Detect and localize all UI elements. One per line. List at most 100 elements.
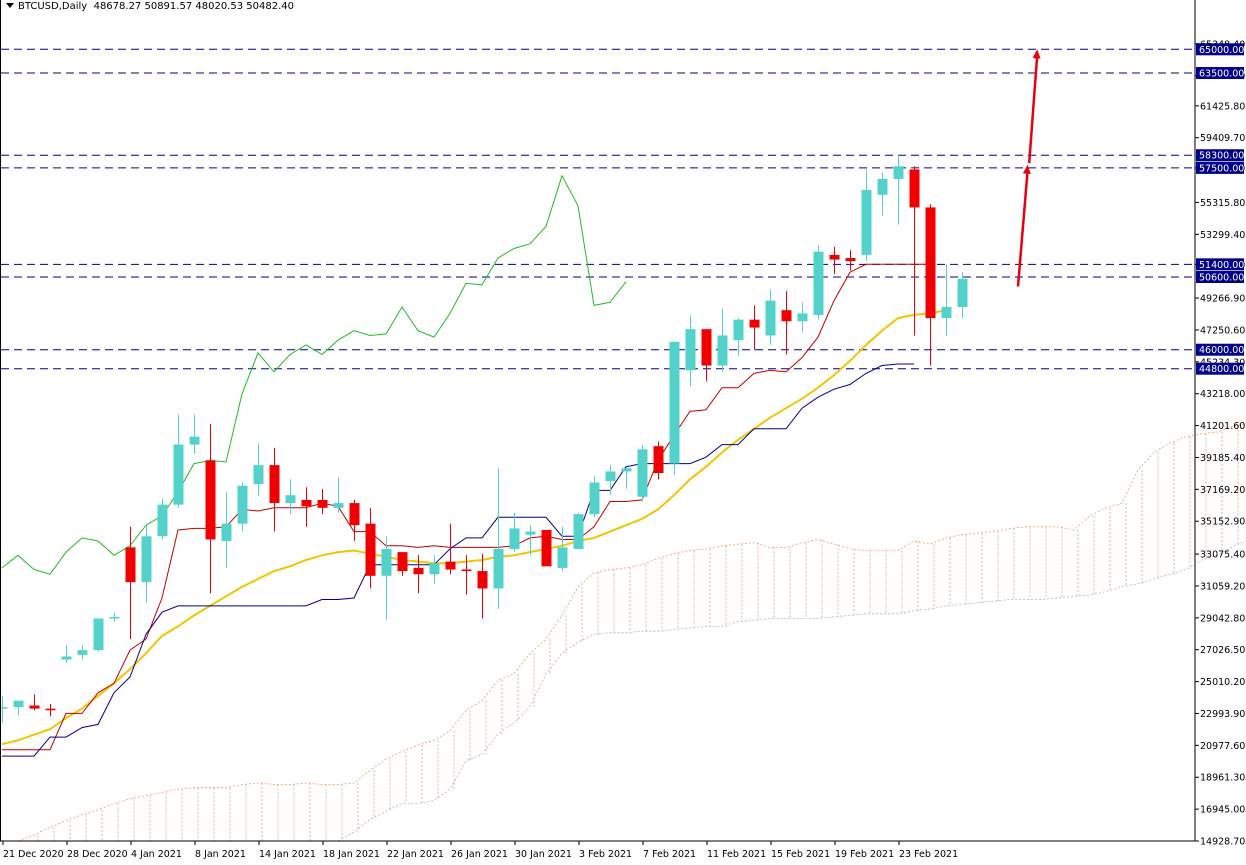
candle-body[interactable] [445, 561, 456, 570]
candle-body[interactable] [333, 503, 344, 508]
candle-body[interactable] [925, 207, 936, 319]
candle-body[interactable] [205, 460, 216, 540]
candle-body[interactable] [749, 319, 760, 328]
x-tick-label: 15 Feb 2021 [771, 849, 830, 860]
candle-body[interactable] [317, 499, 328, 508]
candle-body[interactable] [61, 656, 72, 660]
candle-body[interactable] [621, 468, 632, 472]
candle-body[interactable] [893, 166, 904, 179]
candle-body[interactable] [173, 444, 184, 505]
level-price-tag[interactable] [1196, 149, 1244, 162]
candle-body[interactable] [605, 471, 616, 481]
forecast-arrow-head-icon[interactable] [1022, 164, 1031, 174]
y-tick-label: 39185.40 [1200, 453, 1245, 464]
y-tick-label: 41201.60 [1200, 421, 1245, 432]
forecast-arrow-head-icon[interactable] [1032, 49, 1041, 59]
level-price-tag[interactable] [1196, 67, 1244, 80]
candle-body[interactable] [557, 547, 568, 568]
y-tick-label: 43218.00 [1200, 389, 1245, 400]
dropdown-triangle-icon[interactable] [6, 3, 14, 8]
candle-body[interactable] [221, 523, 232, 542]
y-tick-label: 37169.20 [1200, 485, 1245, 496]
candle-body[interactable] [589, 482, 600, 515]
y-tick-label: 27026.50 [1200, 645, 1245, 656]
candle-body[interactable] [237, 485, 248, 524]
candle-body[interactable] [429, 563, 440, 575]
candle-body[interactable] [541, 529, 552, 567]
y-tick-label: 33075.40 [1200, 550, 1245, 561]
candle-body[interactable] [877, 178, 888, 195]
level-price-tag[interactable] [1196, 270, 1244, 283]
candle-body[interactable] [573, 514, 584, 549]
candle-body[interactable] [381, 548, 392, 576]
candle-body[interactable] [77, 650, 88, 655]
level-price-tag[interactable] [1196, 258, 1244, 271]
cloud-lower-boundary [2, 540, 1246, 842]
x-tick-label: 28 Dec 2020 [67, 849, 128, 860]
chikou-line [1, 174, 627, 575]
candle-body[interactable] [797, 313, 808, 322]
candle-body[interactable] [0, 707, 8, 709]
candle-body[interactable] [845, 258, 856, 262]
candle-body[interactable] [765, 300, 776, 336]
x-tick-label: 3 Feb 2021 [579, 849, 632, 860]
y-tick-label: 31059.20 [1200, 581, 1245, 592]
candle-body[interactable] [125, 547, 136, 583]
candle-body[interactable] [349, 503, 360, 526]
candle-body[interactable] [413, 567, 424, 575]
candle-body[interactable] [781, 310, 792, 322]
candle-body[interactable] [461, 569, 472, 572]
candle-body[interactable] [157, 504, 168, 537]
moving-average-line [1, 309, 947, 746]
forecast-arrow-shaft[interactable] [1016, 170, 1029, 287]
forecast-arrow-shaft[interactable] [1027, 55, 1039, 164]
candle-body[interactable] [301, 499, 312, 507]
symbol-label: BTCUSD,Daily [18, 1, 88, 12]
candle-body[interactable] [733, 319, 744, 341]
candle-body[interactable] [637, 449, 648, 497]
y-tick-label: 20977.60 [1200, 741, 1245, 752]
x-tick-label: 14 Jan 2021 [259, 849, 316, 860]
candle-body[interactable] [397, 552, 408, 572]
candle-body[interactable] [141, 536, 152, 583]
candle-body[interactable] [93, 618, 104, 651]
candle-body[interactable] [653, 446, 664, 474]
x-tick-label: 26 Jan 2021 [451, 849, 508, 860]
candle-body[interactable] [717, 335, 728, 366]
candle-body[interactable] [269, 465, 280, 504]
y-tick-label: 16945.00 [1200, 805, 1245, 816]
candle-body[interactable] [285, 495, 296, 504]
y-tick-label: 55315.80 [1200, 198, 1245, 209]
candle-body[interactable] [477, 571, 488, 589]
level-price-tag[interactable] [1196, 161, 1244, 174]
candle-body[interactable] [669, 341, 680, 464]
candle-body[interactable] [525, 531, 536, 535]
candle-body[interactable] [685, 329, 696, 371]
candle-body[interactable] [45, 708, 56, 711]
x-tick-label: 21 Dec 2020 [3, 849, 64, 860]
candle-body[interactable] [861, 190, 872, 255]
candle-body[interactable] [109, 616, 120, 619]
candle-body[interactable] [509, 528, 520, 549]
candle-body[interactable] [365, 523, 376, 576]
level-price-label: 50600.00 [1199, 272, 1244, 283]
candle-body[interactable] [701, 329, 712, 366]
candle-body[interactable] [29, 705, 40, 709]
candle-body[interactable] [493, 548, 504, 589]
candle-body[interactable] [909, 169, 920, 208]
candle-body[interactable] [957, 278, 968, 308]
candle-body[interactable] [189, 436, 200, 445]
level-price-tag[interactable] [1196, 362, 1244, 375]
level-price-tag[interactable] [1196, 343, 1244, 356]
candle-body[interactable] [13, 700, 24, 708]
candle-body[interactable] [253, 465, 264, 485]
x-tick-label: 19 Feb 2021 [835, 849, 894, 860]
y-tick-label: 49266.90 [1200, 294, 1245, 305]
candle-body[interactable] [941, 307, 952, 319]
level-price-tag[interactable] [1196, 43, 1244, 56]
y-tick-label: 47250.60 [1200, 325, 1245, 336]
candle-body[interactable] [829, 254, 840, 260]
candle-body[interactable] [813, 251, 824, 315]
